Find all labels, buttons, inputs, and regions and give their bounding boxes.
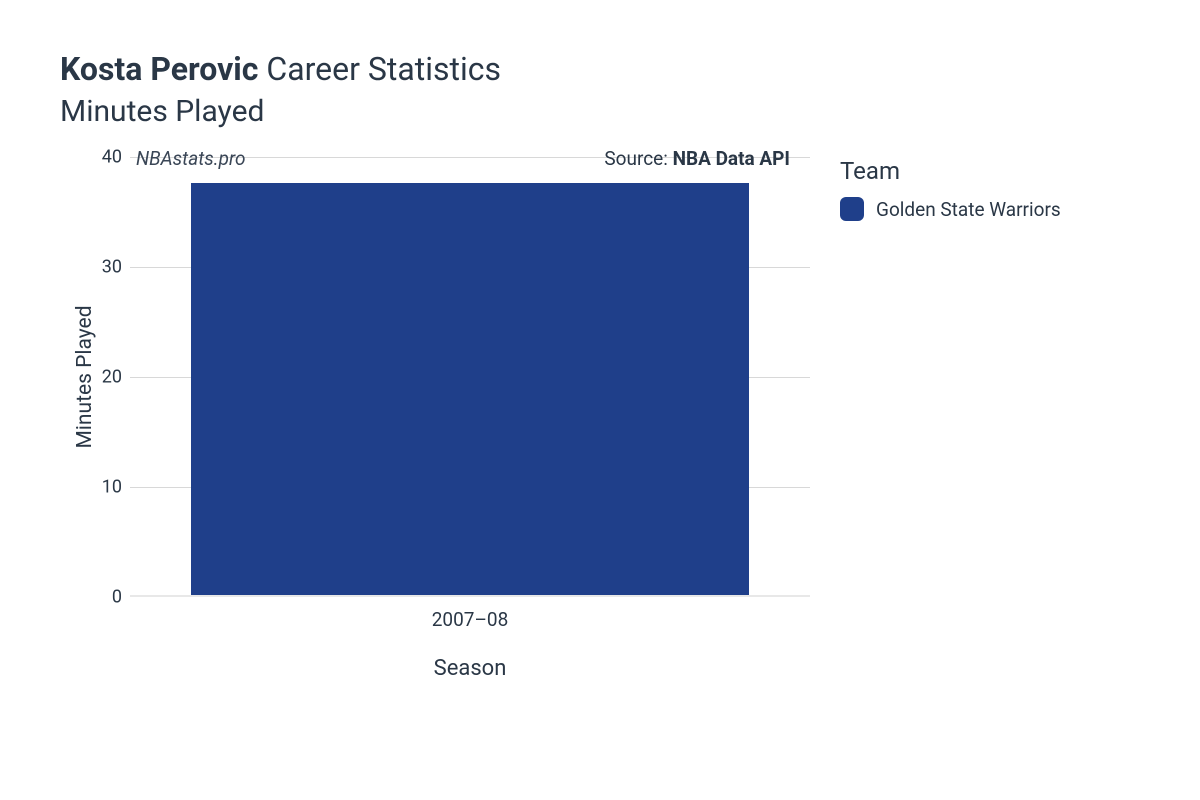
legend-swatch [840,197,864,221]
source-name: NBA Data API [673,147,790,170]
y-tick-label: 40 [90,147,122,168]
legend-label: Golden State Warriors [876,198,1061,221]
baseline [130,595,810,597]
legend-item: Golden State Warriors [840,197,1061,221]
y-tick-label: 0 [90,587,122,608]
title-suffix: Career Statistics [266,50,501,88]
bar [191,183,749,596]
plot-area: NBAstats.pro Source: NBA Data API Minute… [130,157,810,597]
chart-body: NBAstats.pro Source: NBA Data API Minute… [60,157,810,597]
y-tick-label: 10 [90,477,122,498]
player-name: Kosta Perovic [60,50,258,88]
x-axis-label: Season [434,656,507,681]
source-prefix: Source: [604,147,672,170]
source-attribution: Source: NBA Data API [604,147,790,170]
chart-container: Kosta Perovic Career Statistics Minutes … [0,0,1200,637]
chart-wrapper: NBAstats.pro Source: NBA Data API Minute… [60,157,1160,597]
legend: Team Golden State Warriors [840,157,1061,221]
x-tick-label: 2007–08 [432,608,509,631]
watermark-text: NBAstats.pro [136,147,246,170]
y-tick-label: 30 [90,257,122,278]
y-tick-label: 20 [90,367,122,388]
chart-subtitle: Minutes Played [60,94,1160,129]
chart-title: Kosta Perovic Career Statistics [60,50,1160,88]
title-block: Kosta Perovic Career Statistics Minutes … [60,50,1160,129]
legend-title: Team [840,157,1061,185]
